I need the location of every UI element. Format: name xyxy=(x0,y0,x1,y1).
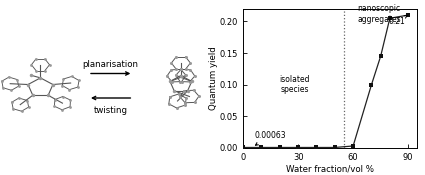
Text: isolated
species: isolated species xyxy=(279,75,310,94)
X-axis label: Water fraction/vol %: Water fraction/vol % xyxy=(286,164,374,174)
Text: twisting: twisting xyxy=(94,106,128,115)
Y-axis label: Quantum yield: Quantum yield xyxy=(210,46,218,110)
Text: 0.00063: 0.00063 xyxy=(254,131,286,145)
Text: planarisation: planarisation xyxy=(83,60,139,69)
Text: 0.21: 0.21 xyxy=(388,15,408,26)
Text: nanoscopic
aggregates: nanoscopic aggregates xyxy=(357,4,401,23)
